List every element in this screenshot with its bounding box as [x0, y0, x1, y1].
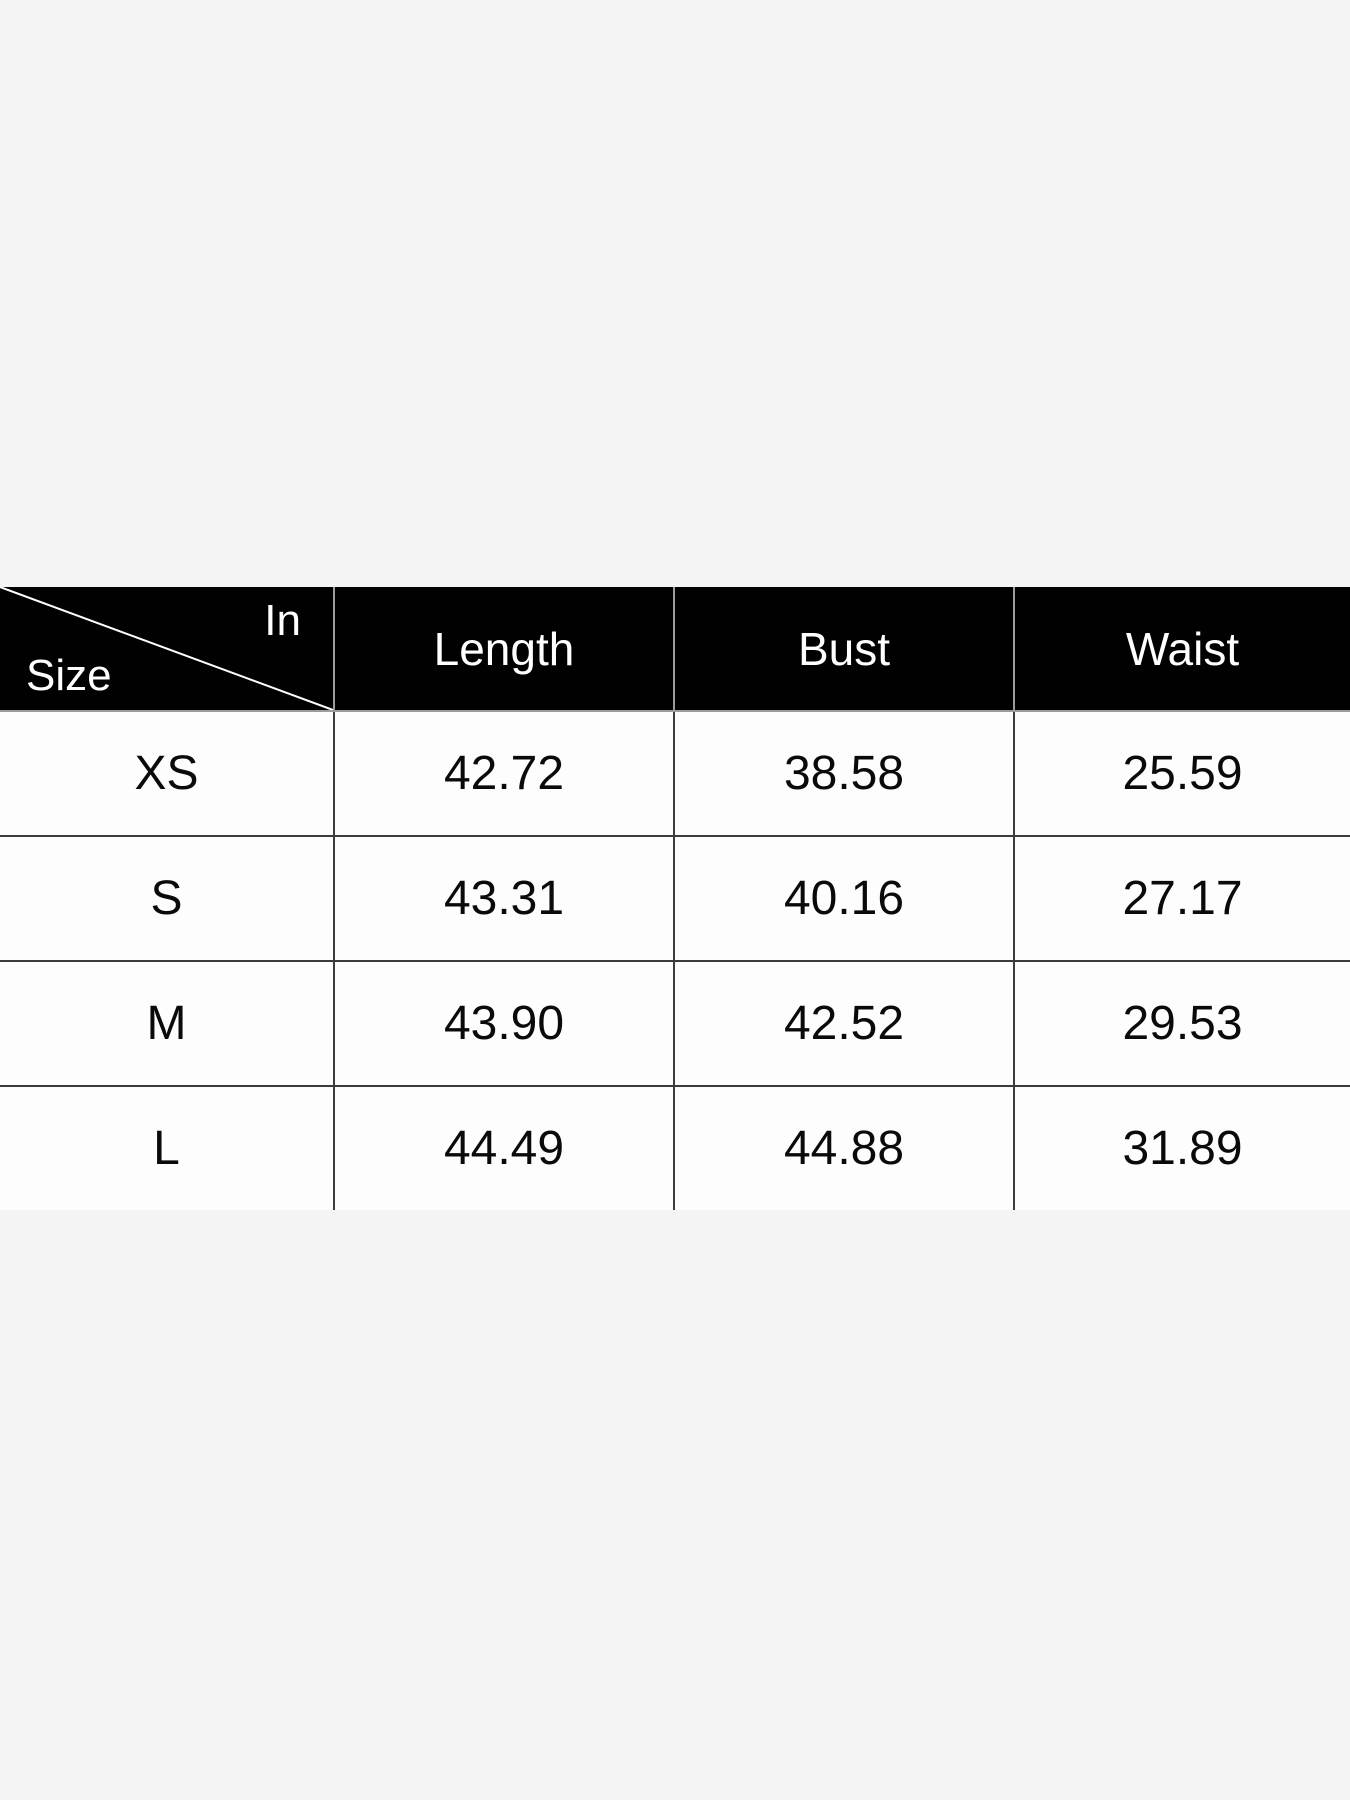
cell-l-bust: 44.88 [673, 1086, 1014, 1210]
size-cell-s: S [0, 836, 334, 962]
diagonal-divider-line [0, 587, 333, 710]
cell-s-waist: 27.17 [1013, 836, 1350, 962]
cell-xs-bust: 38.58 [673, 711, 1014, 837]
corner-diagonal-cell: In Size [0, 587, 333, 710]
cell-s-bust: 40.16 [673, 836, 1014, 962]
cell-m-length: 43.90 [333, 961, 674, 1087]
size-cell-m: M [0, 961, 334, 1087]
size-cell-l: L [0, 1086, 334, 1210]
table-row: S 43.31 40.16 27.17 [0, 836, 1350, 962]
header-row: In Size Length Bust Waist [0, 587, 1350, 712]
header-corner-cell: In Size [0, 587, 334, 712]
table-row: L 44.49 44.88 31.89 [0, 1086, 1350, 1210]
cell-s-length: 43.31 [333, 836, 674, 962]
header-cell-length: Length [333, 587, 674, 712]
header-cell-bust: Bust [673, 587, 1014, 712]
header-cell-waist: Waist [1013, 587, 1350, 712]
cell-l-waist: 31.89 [1013, 1086, 1350, 1210]
cell-l-length: 44.49 [333, 1086, 674, 1210]
cell-m-bust: 42.52 [673, 961, 1014, 1087]
table-row: M 43.90 42.52 29.53 [0, 961, 1350, 1087]
table-row: XS 42.72 38.58 25.59 [0, 711, 1350, 837]
size-chart-table: In Size Length Bust Waist XS 42.72 38.58… [0, 587, 1350, 1210]
cell-xs-length: 42.72 [333, 711, 674, 837]
cell-m-waist: 29.53 [1013, 961, 1350, 1087]
size-cell-xs: XS [0, 711, 334, 837]
cell-xs-waist: 25.59 [1013, 711, 1350, 837]
size-chart: In Size Length Bust Waist XS 42.72 38.58… [0, 587, 1350, 1210]
size-corner-label: Size [26, 651, 112, 700]
unit-corner-label: In [264, 596, 301, 645]
